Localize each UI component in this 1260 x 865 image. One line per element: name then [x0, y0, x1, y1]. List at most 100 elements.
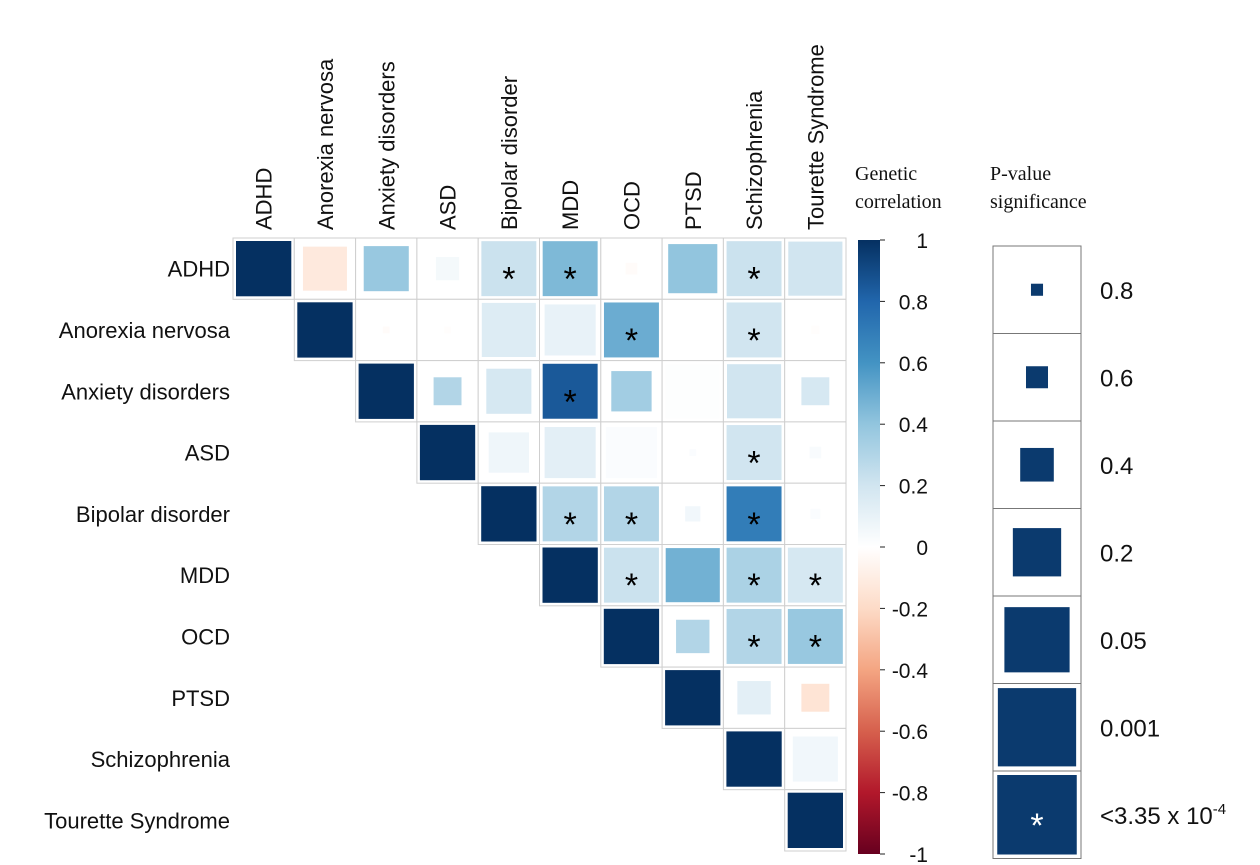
cell-square-mdd-mdd: [542, 547, 598, 603]
pvalue-legend-square: [997, 688, 1077, 767]
cell-square-adhd-ptsd: [668, 244, 718, 294]
pvalue-legend-label: <3.35 x 10-4: [1100, 801, 1226, 830]
cell-square-adhd-anorexia-nervosa: [302, 246, 347, 291]
colorbar-tick-label: 0: [916, 537, 928, 560]
cell-square-adhd-asd: [435, 257, 460, 281]
cell-square-ptsd-tourette-syndrome: [801, 683, 830, 712]
colorbar-tick-label: 0.2: [899, 476, 928, 499]
colorbar-tick-label: 1: [916, 230, 928, 253]
colorbar-tick-label: -0.4: [892, 660, 929, 683]
colorbar-tick-label: -1: [909, 844, 928, 865]
cell-square-asd-schizophrenia: [726, 425, 782, 481]
significance-star: *: [502, 261, 515, 299]
row-label: Anorexia nervosa: [59, 318, 231, 343]
colorbar-title: correlation: [855, 191, 942, 213]
cell-square-mdd-ptsd: [665, 548, 720, 603]
significance-star: *: [747, 628, 760, 666]
cell-square-adhd-mdd: [542, 241, 598, 297]
column-label: ASD: [436, 185, 461, 230]
column-label: Schizophrenia: [742, 90, 767, 230]
cell-square-bipolar-disorder-tourette-syndrome: [810, 508, 821, 519]
row-label: Anxiety disorders: [61, 379, 230, 404]
cell-square-anorexia-nervosa-tourette-syndrome: [811, 325, 820, 335]
cell-square-anxiety-disorders-tourette-syndrome: [801, 377, 830, 406]
column-label: ADHD: [252, 168, 277, 230]
cell-square-ocd-schizophrenia: [726, 608, 782, 664]
cell-frame: [416, 298, 479, 362]
column-label: Anorexia nervosa: [313, 58, 338, 230]
pvalue-legend-label-exponent: -4: [1213, 801, 1226, 818]
pvalue-legend-square: [1004, 607, 1070, 673]
cell-square-adhd-anxiety-disorders: [363, 246, 409, 292]
cell-square-ptsd-schizophrenia: [737, 681, 771, 715]
cell-square-anxiety-disorders-ocd: [611, 371, 652, 412]
column-label: PTSD: [681, 171, 706, 230]
significance-star: *: [747, 567, 760, 605]
cell-square-anxiety-disorders-mdd: [542, 363, 598, 419]
cell-square-anxiety-disorders-asd: [433, 377, 462, 406]
pvalue-legend-label: 0.05: [1100, 628, 1147, 655]
cell-square-anorexia-nervosa-mdd: [544, 304, 596, 356]
colorbar-tick-label: 0.4: [899, 414, 929, 437]
colorbar-tick-label: 0.8: [899, 291, 928, 314]
column-label: Bipolar disorder: [497, 76, 522, 230]
cell-square-anorexia-nervosa-ptsd: [665, 302, 720, 358]
significance-star: *: [625, 506, 638, 544]
heatmap-cells: * * * * * * * * * * * * * * *: [232, 237, 847, 852]
pvalue-legend-label: 0.8: [1100, 278, 1133, 305]
pvalue-legend-star: *: [1030, 807, 1043, 845]
column-label: OCD: [619, 181, 644, 230]
colorbar: Genetic correlation 1 0.8 0.6 0.4 0.2 0 -0.2 -0.4…: [855, 163, 942, 865]
cell-square-bipolar-disorder-ocd: [603, 486, 659, 542]
colorbar-tick-label: -0.2: [892, 598, 928, 621]
significance-star: *: [809, 628, 822, 666]
pvalue-legend-label: 0.4: [1100, 453, 1133, 480]
column-label: Anxiety disorders: [374, 61, 399, 230]
row-label: PTSD: [171, 686, 230, 711]
colorbar-gradient: [858, 240, 880, 854]
cell-square-mdd-schizophrenia: [726, 547, 782, 603]
row-label: Tourette Syndrome: [44, 808, 230, 833]
pvalue-legend-box: [992, 333, 1082, 422]
cell-square-schizophrenia-schizophrenia: [726, 731, 782, 787]
pvalue-legend-label: 0.6: [1100, 365, 1133, 392]
cell-square-bipolar-disorder-ptsd: [685, 506, 701, 522]
cell-square-ocd-ptsd: [676, 619, 710, 654]
cell-square-adhd-tourette-syndrome: [788, 241, 843, 296]
significance-star: *: [747, 322, 760, 360]
cell-square-mdd-tourette-syndrome: [787, 547, 843, 603]
cell-square-anorexia-nervosa-ocd: [603, 302, 659, 358]
row-label: ADHD: [168, 257, 230, 282]
pvalue-legend-square: [1030, 283, 1044, 296]
cell-square-ocd-ocd: [603, 608, 660, 665]
cell-square-ptsd-ptsd: [665, 670, 721, 726]
colorbar-tick-label: -0.6: [892, 721, 928, 744]
row-label: OCD: [181, 624, 230, 649]
cell-square-asd-ocd: [605, 427, 657, 479]
row-label: MDD: [180, 563, 230, 588]
cell-square-tourette-syndrome-tourette-syndrome: [787, 792, 843, 848]
pvalue-legend-label: 0.001: [1100, 715, 1160, 742]
column-label: MDD: [558, 180, 583, 230]
pvalue-legend-square: [1020, 447, 1054, 482]
cell-square-adhd-adhd: [236, 241, 292, 297]
row-label: Bipolar disorder: [76, 502, 230, 527]
cell-square-anorexia-nervosa-anorexia-nervosa: [297, 302, 353, 358]
significance-star: *: [564, 506, 577, 544]
cell-square-anorexia-nervosa-schizophrenia: [726, 302, 782, 358]
cell-square-asd-tourette-syndrome: [809, 446, 822, 459]
significance-star: *: [564, 261, 577, 299]
cell-square-ocd-tourette-syndrome: [787, 608, 843, 664]
cell-square-anxiety-disorders-bipolar-disorder: [486, 368, 532, 414]
axis-labels: ADHD Anorexia nervosa Anxiety disorders ASD…: [44, 44, 828, 833]
cell-square-schizophrenia-tourette-syndrome: [792, 736, 838, 782]
colorbar-title: Genetic: [855, 163, 917, 185]
pvalue-legend-title: significance: [990, 191, 1087, 213]
cell-square-anxiety-disorders-schizophrenia: [726, 364, 782, 419]
colorbar-tick-label: -0.8: [892, 783, 928, 806]
column-label: Tourette Syndrome: [803, 44, 828, 230]
row-label: ASD: [185, 441, 230, 466]
cell-square-adhd-ocd: [625, 262, 638, 275]
cell-square-adhd-bipolar-disorder: [481, 241, 537, 297]
